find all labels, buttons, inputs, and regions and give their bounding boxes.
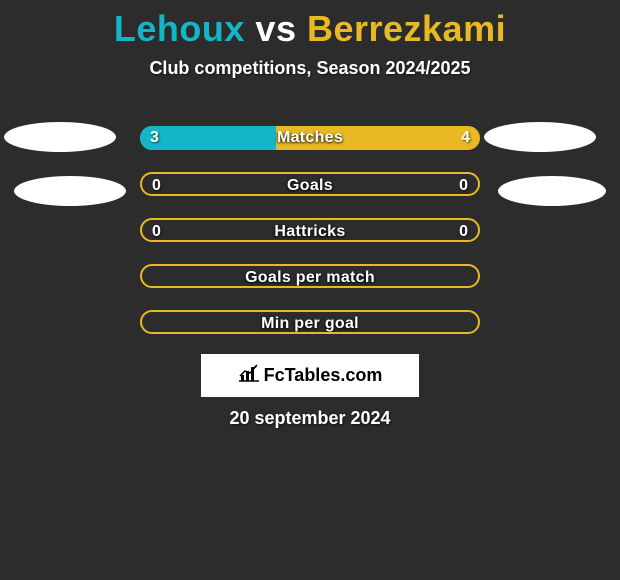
stat-row-matches: 34Matches xyxy=(140,126,480,150)
player-left-photo-1 xyxy=(14,176,126,206)
stats-container: 34Matches 00Goals 00Hattricks Goals per mat… xyxy=(140,126,480,356)
stat-row-label: Goals per match xyxy=(142,266,478,286)
page-title: Lehoux vs Berrezkami xyxy=(0,0,620,50)
bar-chart-icon xyxy=(238,364,260,387)
player-right-photo-0 xyxy=(484,122,596,152)
subtitle: Club competitions, Season 2024/2025 xyxy=(0,58,620,79)
date-text: 20 september 2024 xyxy=(0,408,620,429)
player-right-photo-1 xyxy=(498,176,606,206)
stat-row-goals-per-match: Goals per match xyxy=(140,264,480,288)
player-left-photo-0 xyxy=(4,122,116,152)
stat-row-label: Matches xyxy=(140,126,480,150)
title-left-name: Lehoux xyxy=(114,8,245,49)
stat-row-min-per-goal: Min per goal xyxy=(140,310,480,334)
stat-row-label: Min per goal xyxy=(142,312,478,332)
stat-row-label: Goals xyxy=(142,174,478,194)
title-right-name: Berrezkami xyxy=(307,8,506,49)
logo-text: FcTables.com xyxy=(264,365,383,386)
logo-box: FcTables.com xyxy=(201,354,419,397)
stat-row-label: Hattricks xyxy=(142,220,478,240)
logo: FcTables.com xyxy=(238,364,383,387)
stat-row-hattricks: 00Hattricks xyxy=(140,218,480,242)
stat-row-goals: 00Goals xyxy=(140,172,480,196)
title-vs: vs xyxy=(245,8,307,49)
